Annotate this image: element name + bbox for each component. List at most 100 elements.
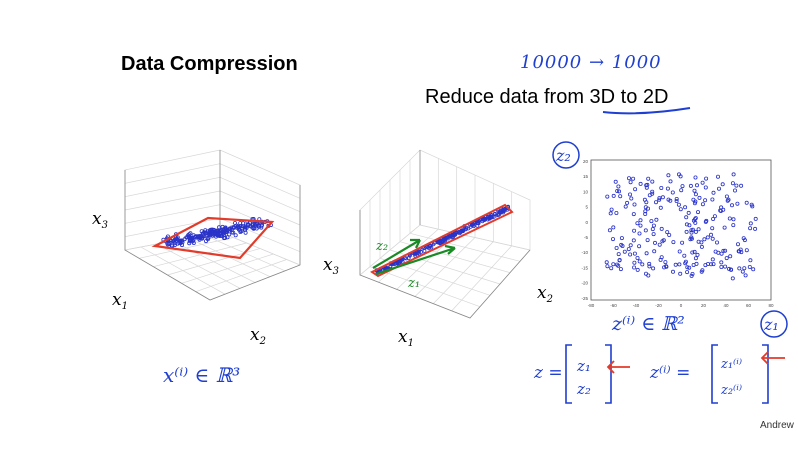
scatter-point	[670, 190, 675, 195]
scatter-point	[658, 257, 663, 262]
left-data-point	[229, 225, 234, 230]
scatter-point	[734, 183, 739, 188]
scatter-point	[718, 208, 723, 213]
middle-data-point	[461, 229, 465, 234]
scatter-point	[664, 264, 669, 269]
middle-data-point	[446, 235, 451, 239]
scatter-point	[711, 216, 716, 221]
scatter-point	[690, 250, 695, 255]
left-data-point	[214, 228, 219, 233]
scatter-point	[678, 174, 683, 179]
z-eq-label: z =	[533, 363, 563, 383]
scatter-y-tick: -25	[581, 296, 588, 301]
scatter-y-tick: -5	[584, 235, 588, 240]
middle-data-point	[501, 210, 506, 215]
scatter-point	[692, 201, 697, 206]
scatter-point	[682, 253, 687, 258]
scatter-point	[635, 255, 640, 260]
middle-x3-label: x3	[323, 255, 339, 277]
scatter-point	[638, 181, 643, 186]
middle-data-point	[471, 224, 476, 229]
scatter-point	[725, 198, 730, 203]
scatter-y-tick: 0	[585, 220, 588, 225]
middle-data-point	[492, 211, 497, 216]
middle-3d-plot: z₂ z₁ x3 x1 x2	[323, 149, 553, 349]
zi-red-arrow	[760, 351, 785, 365]
scatter-point	[743, 273, 748, 278]
right-z2-label: z₂	[555, 146, 571, 165]
scatter-point	[696, 239, 701, 244]
left-data-point	[211, 232, 216, 237]
left-grid-line	[124, 217, 221, 238]
scatter-point	[728, 267, 733, 272]
left-grid-line	[124, 176, 221, 198]
equation-z: z = z₁ z₂	[533, 344, 630, 404]
left-grid-line	[219, 177, 301, 212]
scatter-point	[644, 271, 649, 276]
middle-data-point	[496, 209, 501, 214]
left-data-point	[250, 225, 255, 230]
scatter-point	[748, 226, 753, 231]
scatter-point	[684, 215, 689, 220]
scatter-point	[653, 240, 658, 245]
left-data-point	[229, 228, 234, 233]
scatter-point	[683, 205, 688, 210]
scatter-point	[685, 270, 690, 275]
middle-data-point	[400, 257, 405, 262]
scatter-point	[647, 261, 652, 266]
left-grid-line	[124, 163, 221, 184]
scatter-point	[620, 243, 625, 248]
scatter-point	[751, 267, 756, 272]
z-right-bracket	[605, 344, 612, 404]
scatter-point	[663, 260, 668, 265]
scatter-point	[654, 200, 659, 205]
middle-z1-arrow	[375, 244, 456, 276]
scatter-point	[730, 203, 735, 208]
scatter-point	[640, 262, 645, 267]
scatter-point	[736, 242, 741, 247]
scatter-point	[691, 197, 696, 202]
middle-data-point	[419, 249, 424, 254]
zi-vec-top: z₁⁽ⁱ⁾	[720, 357, 742, 372]
scatter-point	[706, 261, 711, 266]
left-data-point	[188, 231, 193, 236]
scatter-point	[668, 198, 673, 203]
left-data-point	[246, 222, 251, 227]
scatter-point	[611, 237, 616, 242]
scatter-point	[652, 249, 657, 254]
middle-grid-lines	[369, 158, 521, 312]
scatter-point	[660, 239, 665, 244]
left-data-point	[233, 233, 238, 238]
scatter-point	[719, 260, 724, 265]
scatter-point	[684, 229, 689, 234]
scatter-point	[693, 175, 698, 180]
scatter-point	[695, 252, 700, 257]
left-data-point	[191, 240, 196, 245]
scatter-point	[659, 226, 664, 231]
scatter-point	[716, 174, 721, 179]
middle-red-plane	[370, 203, 514, 278]
scatter-point	[716, 250, 721, 255]
scatter-point	[659, 185, 664, 190]
scatter-point	[614, 210, 619, 215]
middle-grid-line	[433, 241, 494, 304]
scatter-point	[703, 198, 708, 203]
scatter-point	[657, 196, 662, 201]
left-x2-label: x2	[250, 325, 266, 347]
subtitle-highlight: 3D to 2D	[589, 86, 669, 108]
middle-data-point	[491, 214, 496, 219]
scatter-point	[712, 214, 717, 219]
scatter-point	[711, 190, 716, 195]
scatter-point	[622, 249, 627, 254]
left-3d-plot: x3 x1 x2	[92, 149, 301, 347]
scatter-ticks: -80 -60 -40 -20 0 20 40 60 80 20 15 10 5 0 -5 -10 -15 -20…	[581, 159, 774, 308]
scatter-point	[638, 218, 643, 223]
left-data-point	[225, 235, 230, 240]
scatter-x-tick: -40	[633, 303, 640, 308]
left-data-point	[166, 242, 171, 247]
scatter-point	[657, 197, 662, 202]
scatter-point	[753, 216, 758, 221]
left-grid-line	[124, 204, 221, 224]
scatter-point	[651, 266, 656, 271]
left-data-point	[218, 228, 223, 233]
